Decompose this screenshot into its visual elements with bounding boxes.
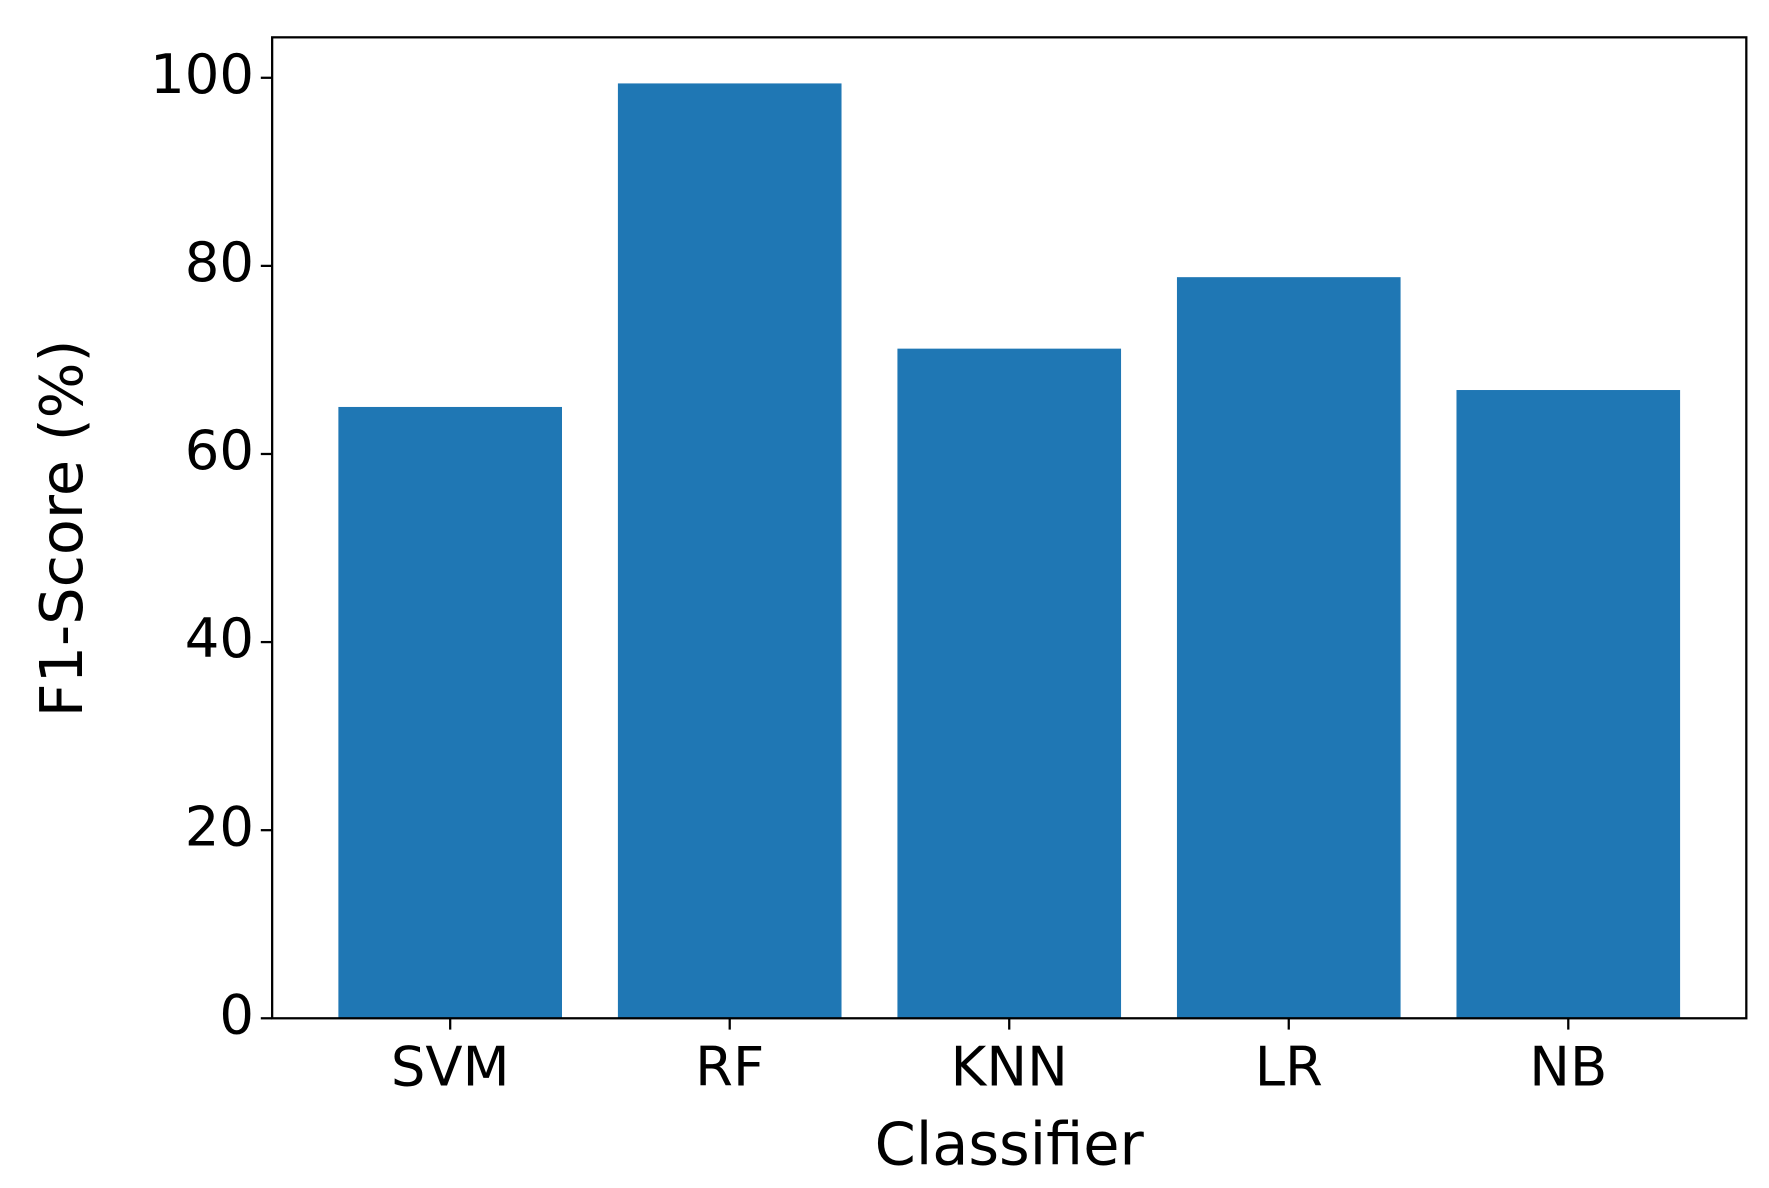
y-tick-label: 100 (150, 43, 254, 106)
bar (1456, 390, 1681, 1019)
bar (1176, 277, 1401, 1019)
y-tick-label: 40 (185, 607, 254, 670)
y-tick-label: 60 (185, 419, 254, 482)
y-tick-label: 20 (185, 795, 254, 858)
x-tick-label: RF (695, 1036, 764, 1099)
x-axis-label: Classifier (875, 1110, 1145, 1179)
x-tick-label: SVM (391, 1036, 510, 1099)
y-axis-label: F1-Score (%) (27, 340, 96, 718)
bar (617, 83, 842, 1019)
x-tick-label: KNN (951, 1036, 1068, 1099)
x-tick-label: NB (1529, 1036, 1607, 1099)
x-tick-label: LR (1255, 1036, 1323, 1099)
bar (897, 348, 1122, 1019)
y-tick-label: 0 (219, 983, 254, 1046)
plot-frame (271, 36, 1748, 1020)
y-tick-label: 80 (185, 231, 254, 294)
bar (338, 406, 562, 1019)
